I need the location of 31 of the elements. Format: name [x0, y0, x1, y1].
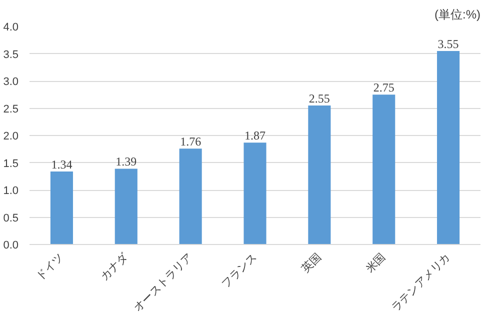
data-label: 1.76 — [180, 134, 202, 149]
data-label: 1.39 — [116, 154, 137, 169]
bar — [50, 171, 73, 244]
y-tick-label: 4.0 — [3, 22, 19, 34]
x-tick-label: ドイツ — [34, 251, 66, 284]
data-label: 2.75 — [373, 80, 394, 95]
y-tick-label: 3.0 — [3, 76, 19, 88]
x-tick-label: オーストラリア — [132, 251, 195, 314]
bar — [372, 94, 396, 244]
y-tick-label: 1.5 — [3, 158, 19, 170]
bar — [244, 142, 266, 244]
x-tick-label: ラテンアメリカ — [390, 251, 453, 314]
y-tick-label: 0.5 — [3, 212, 19, 224]
x-tick-label: カナダ — [98, 250, 132, 284]
data-label: 3.55 — [438, 37, 459, 52]
bar — [179, 148, 202, 244]
data-label: 1.87 — [244, 128, 266, 143]
bar — [437, 51, 460, 244]
y-tick-label: 0.0 — [3, 240, 19, 252]
bar — [114, 168, 138, 244]
data-label: 2.55 — [308, 92, 330, 106]
x-tick-label: 米国 — [363, 250, 388, 276]
data-label: 1.34 — [51, 157, 72, 172]
y-tick-label: 2.0 — [3, 130, 19, 142]
bar — [308, 106, 331, 244]
text: (単位:%) — [434, 8, 481, 22]
x-tick-label: 英国 — [298, 250, 324, 276]
y-tick-label: 3.5 — [3, 48, 19, 61]
x-tick-label: フランス — [220, 251, 260, 291]
y-tick-label: 1.0 — [3, 185, 19, 197]
y-tick-label: 2.5 — [3, 103, 19, 116]
